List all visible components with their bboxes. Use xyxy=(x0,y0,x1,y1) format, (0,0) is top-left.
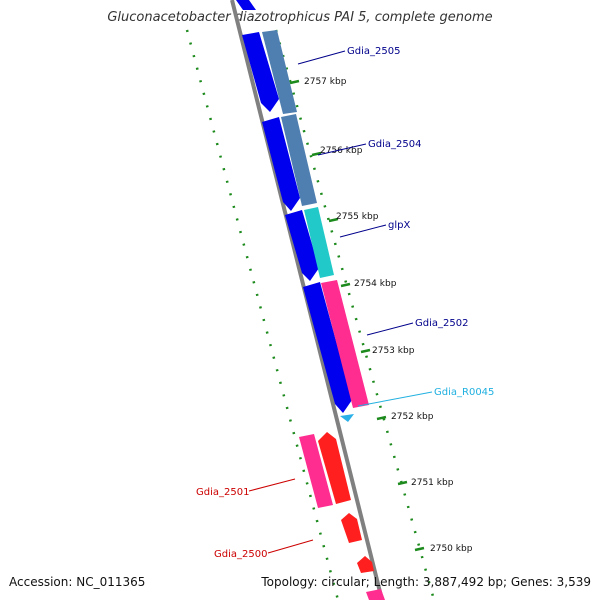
leader-glpx xyxy=(339,224,387,238)
rna-marker-gdia-r0045[interactable] xyxy=(340,414,354,422)
gene-label-gdia-r0045[interactable]: Gdia_R0045 xyxy=(434,387,494,398)
gene-arrow-top-fragment[interactable] xyxy=(236,0,256,10)
gene-arrow-bottom-red[interactable] xyxy=(357,556,374,573)
accession-text: Accession: NC_011365 xyxy=(9,575,146,589)
leader-gdia-2504 xyxy=(317,143,367,156)
gene-arrow-gdia-2500[interactable] xyxy=(341,513,362,543)
leader-gdia-2500 xyxy=(267,539,314,554)
gene-label-gdia-2504[interactable]: Gdia_2504 xyxy=(368,139,421,150)
gene-arrow-gdia-2502-fwd[interactable] xyxy=(303,282,352,413)
tick-label-2750: 2750 kbp xyxy=(430,544,473,554)
gene-label-glpx[interactable]: glpX xyxy=(388,220,410,231)
gene-label-gdia-2505[interactable]: Gdia_2505 xyxy=(347,46,400,57)
gene-arrow-gdia-2505[interactable] xyxy=(262,117,300,211)
scale-ticks xyxy=(289,79,425,552)
genome-summary-text: Topology: circular; Length: 3,887,492 bp… xyxy=(261,575,591,589)
right-dotted-track xyxy=(274,29,436,600)
leader-gdia-2501 xyxy=(248,478,296,492)
leader-gdia-2502 xyxy=(366,322,414,336)
gene-box-gdia-2505[interactable] xyxy=(262,30,297,114)
tick-label-2756: 2756 kbp xyxy=(320,146,363,156)
tick-label-2753: 2753 kbp xyxy=(372,346,415,356)
gene-arrow-gdia-2506[interactable] xyxy=(242,32,279,112)
leader-gdia-r0045 xyxy=(357,391,433,407)
gene-arrow-gdia-2501-red[interactable] xyxy=(318,432,351,504)
tick-label-2755: 2755 kbp xyxy=(336,212,379,222)
tick-label-2751: 2751 kbp xyxy=(411,478,454,488)
gene-label-gdia-2502[interactable]: Gdia_2502 xyxy=(415,318,468,329)
gene-box-glpx[interactable] xyxy=(304,207,334,278)
gene-label-gdia-2500[interactable]: Gdia_2500 xyxy=(214,549,267,560)
gene-label-gdia-2501[interactable]: Gdia_2501 xyxy=(196,487,249,498)
gene-box-gdia-2501[interactable] xyxy=(299,434,333,508)
tick-label-2752: 2752 kbp xyxy=(391,412,434,422)
gene-box-gdia-2504[interactable] xyxy=(281,114,317,206)
gene-box-bottom-pink[interactable] xyxy=(366,589,385,600)
gene-arrow-gdia-2503[interactable] xyxy=(285,210,319,281)
leader-gdia-2505 xyxy=(297,50,346,65)
gene-box-gdia-2502[interactable] xyxy=(321,280,369,408)
tick-label-2754: 2754 kbp xyxy=(354,279,397,289)
map-title: Gluconacetobacter diazotrophicus PAI 5, … xyxy=(107,10,493,25)
tick-label-2757: 2757 kbp xyxy=(304,77,347,87)
